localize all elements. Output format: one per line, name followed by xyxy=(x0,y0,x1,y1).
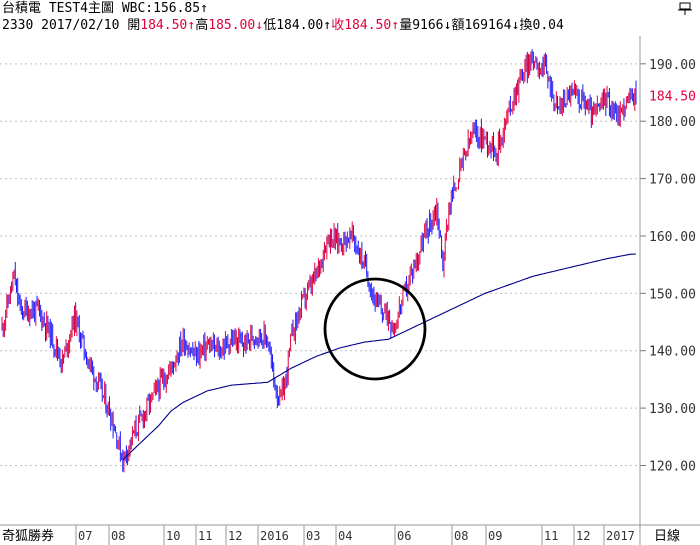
last-price-marker: 184.50 xyxy=(640,86,700,104)
close-value: 184.50 xyxy=(344,18,392,33)
quote-date: 2017/02/10 xyxy=(41,18,120,33)
x-tick-label: 12 xyxy=(576,529,590,543)
high-arrow-icon: ↓ xyxy=(255,18,264,33)
header-line-1: 台積電 TEST4主圖 WBC:156.85↑ xyxy=(2,0,208,18)
y-tick-label: 190.00 xyxy=(649,58,696,73)
x-tick-label: 12 xyxy=(228,529,242,543)
y-tick-label: 120.00 xyxy=(649,459,696,474)
low-arrow-icon: ↑ xyxy=(323,18,332,33)
wbc-line xyxy=(122,253,637,461)
y-tick-label: 150.00 xyxy=(649,287,696,302)
amount-value: 169164 xyxy=(464,18,512,33)
amount-arrow-icon: ↓ xyxy=(511,18,520,33)
last-price-label: 184.50 xyxy=(649,89,696,104)
stock-code: 2330 xyxy=(2,18,34,33)
x-tick-label: 11 xyxy=(198,529,212,543)
volume-value: 9166 xyxy=(412,18,444,33)
x-tick-label: 09 xyxy=(488,529,502,543)
turnover-value: 0.04 xyxy=(532,18,564,33)
x-tick-label: 11 xyxy=(544,529,558,543)
volume-label: 量 xyxy=(399,18,413,33)
x-tick-label: 06 xyxy=(397,529,411,543)
low-label: 低 xyxy=(263,18,277,33)
watermark-label: 奇狐勝券 xyxy=(2,528,54,544)
highlight-circle xyxy=(323,277,427,381)
y-tick-label: 170.00 xyxy=(649,173,696,188)
window-title: TEST4主圖 xyxy=(48,1,114,16)
volume-arrow-icon: ↓ xyxy=(443,18,452,33)
close-label: 收 xyxy=(331,18,345,33)
turnover-label: 換 xyxy=(519,18,533,33)
grid-lines xyxy=(0,63,640,466)
pin-icon[interactable] xyxy=(676,2,694,16)
x-tick-label: 08 xyxy=(454,529,468,543)
open-value: 184.50 xyxy=(140,18,188,33)
x-tick-label: 08 xyxy=(111,529,125,543)
high-value: 185.00 xyxy=(208,18,256,33)
y-axis: 120.00 130.00 140.00 150.00 160.00 170.00 180.… xyxy=(640,58,696,474)
wbc-value: 156.85 xyxy=(153,1,201,16)
x-tick-label: 07 xyxy=(78,529,92,543)
low-value: 184.00 xyxy=(276,18,324,33)
x-tick-label: 2016 xyxy=(260,529,289,543)
x-tick-label: 04 xyxy=(338,529,352,543)
y-tick-label: 130.00 xyxy=(649,402,696,417)
open-label: 開 xyxy=(127,18,141,33)
high-label: 高 xyxy=(195,18,209,33)
wbc-label: WBC: xyxy=(121,1,154,16)
x-tick-label: 2017 xyxy=(606,529,635,543)
y-tick-label: 180.00 xyxy=(649,115,696,130)
y-tick-label: 140.00 xyxy=(649,345,696,360)
header-line-2: 2330 2017/02/10 開184.50↑高185.00↓低184.00↑… xyxy=(2,17,564,35)
x-axis: 07 08 10 11 12 2016 03 04 06 08 09 11 12 2017 xyxy=(75,525,635,545)
y-tick-label: 160.00 xyxy=(649,230,696,245)
amount-label: 額 xyxy=(451,18,465,33)
x-tick-label: 10 xyxy=(166,529,180,543)
x-tick-label: 03 xyxy=(306,529,320,543)
wbc-arrow-icon: ↑ xyxy=(200,1,208,16)
quote-header: 台積電 TEST4主圖 WBC:156.85↑ 2330 2017/02/10 … xyxy=(0,0,640,36)
period-label[interactable]: 日線 xyxy=(654,528,680,544)
open-arrow-icon: ↑ xyxy=(187,18,196,33)
stock-name: 台積電 xyxy=(2,1,42,16)
candlestick-series xyxy=(1,49,637,473)
close-arrow-icon: ↑ xyxy=(391,18,400,33)
